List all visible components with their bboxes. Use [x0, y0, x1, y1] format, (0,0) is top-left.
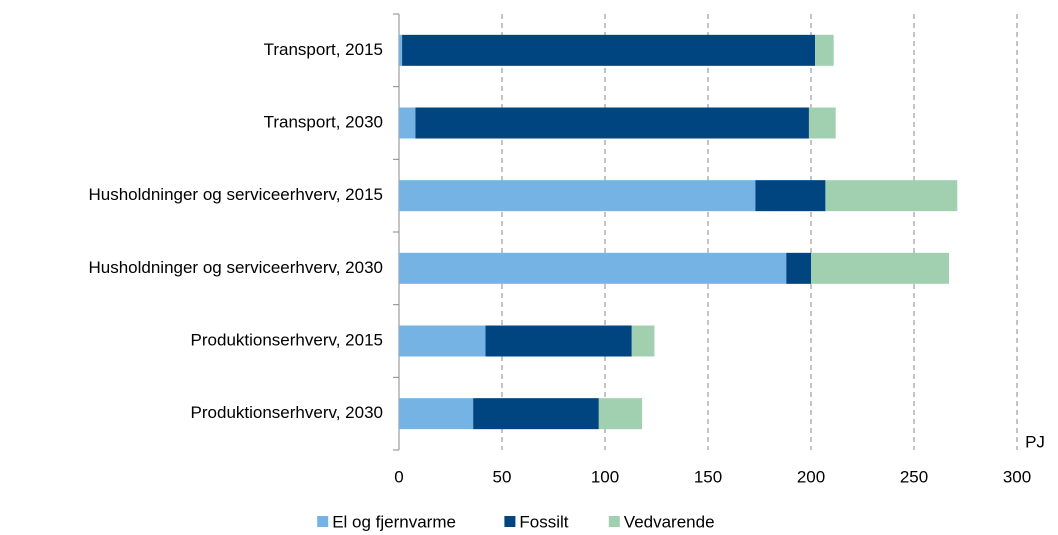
x-tick-label: 100 — [591, 467, 619, 486]
y-tick-label: Husholdninger og serviceerhverv, 2030 — [88, 258, 383, 277]
x-axis-label: PJ — [1025, 432, 1045, 451]
y-tick-label: Husholdninger og serviceerhverv, 2015 — [88, 185, 383, 204]
bar-segment — [755, 180, 826, 212]
y-tick-label: Transport, 2015 — [264, 40, 383, 59]
y-tick-label: Produktionserhverv, 2015 — [191, 330, 383, 349]
bar-segment — [815, 34, 834, 66]
x-tick-label: 0 — [394, 467, 403, 486]
bar-segment — [631, 325, 655, 357]
x-tick-label: 150 — [694, 467, 722, 486]
bar-segment — [473, 398, 599, 430]
bar-segment — [598, 398, 643, 430]
x-tick-label: 250 — [900, 467, 928, 486]
bar-segment — [399, 252, 787, 284]
bar-segment — [399, 325, 486, 357]
bar-segment — [399, 34, 403, 66]
bar-segment — [415, 107, 809, 139]
bar-segment — [399, 180, 756, 212]
bar-segment — [825, 180, 958, 212]
bar-segment — [808, 107, 836, 139]
x-tick-label: 200 — [797, 467, 825, 486]
bar-segment — [402, 34, 816, 66]
legend-swatch — [504, 516, 516, 527]
bar-segment — [811, 252, 950, 284]
y-tick-label: Produktionserhverv, 2030 — [191, 403, 383, 422]
y-tick-label: Transport, 2030 — [264, 112, 383, 131]
legend-swatch — [608, 516, 620, 527]
bar-segment — [399, 398, 474, 430]
bar-segment — [786, 252, 811, 284]
x-tick-label: 50 — [493, 467, 512, 486]
x-tick-label: 300 — [1003, 467, 1031, 486]
legend-label: El og fjernvarme — [332, 512, 456, 531]
legend-label: Vedvarende — [624, 512, 715, 531]
legend-swatch — [317, 516, 329, 527]
bar-segment — [399, 107, 416, 139]
legend-label: Fossilt — [519, 512, 568, 531]
bar-segment — [485, 325, 632, 357]
